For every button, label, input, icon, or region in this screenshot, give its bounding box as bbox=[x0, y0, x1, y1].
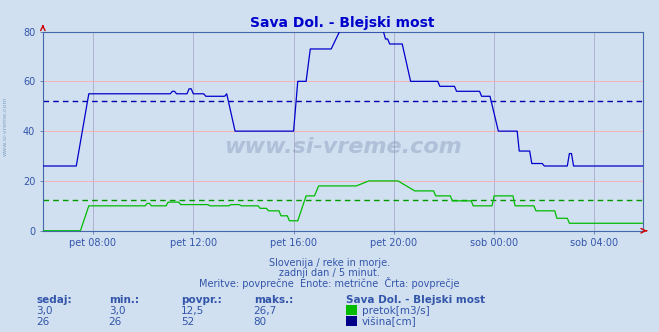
Text: 3,0: 3,0 bbox=[109, 306, 125, 316]
Text: 26: 26 bbox=[36, 317, 49, 327]
Title: Sava Dol. - Blejski most: Sava Dol. - Blejski most bbox=[250, 16, 435, 30]
Text: Sava Dol. - Blejski most: Sava Dol. - Blejski most bbox=[346, 295, 485, 305]
Text: 80: 80 bbox=[254, 317, 267, 327]
Text: 52: 52 bbox=[181, 317, 194, 327]
Text: zadnji dan / 5 minut.: zadnji dan / 5 minut. bbox=[279, 268, 380, 278]
Text: 3,0: 3,0 bbox=[36, 306, 53, 316]
Text: 26,7: 26,7 bbox=[254, 306, 277, 316]
Text: pretok[m3/s]: pretok[m3/s] bbox=[362, 306, 430, 316]
Text: www.si-vreme.com: www.si-vreme.com bbox=[3, 96, 8, 156]
Text: Slovenija / reke in morje.: Slovenija / reke in morje. bbox=[269, 258, 390, 268]
Text: 12,5: 12,5 bbox=[181, 306, 204, 316]
Text: maks.:: maks.: bbox=[254, 295, 293, 305]
Text: min.:: min.: bbox=[109, 295, 139, 305]
Text: višina[cm]: višina[cm] bbox=[362, 316, 416, 327]
Text: Meritve: povprečne  Enote: metrične  Črta: povprečje: Meritve: povprečne Enote: metrične Črta:… bbox=[199, 277, 460, 289]
Text: sedaj:: sedaj: bbox=[36, 295, 72, 305]
Text: povpr.:: povpr.: bbox=[181, 295, 222, 305]
Text: www.si-vreme.com: www.si-vreme.com bbox=[224, 137, 461, 157]
Text: 26: 26 bbox=[109, 317, 122, 327]
